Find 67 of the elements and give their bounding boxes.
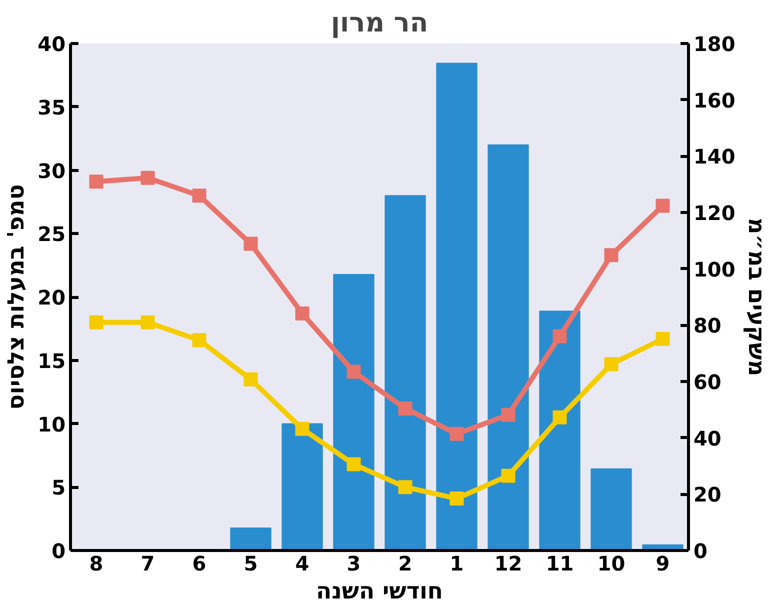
y2-tick-label: 100: [694, 257, 736, 282]
x-tick-label: 9: [656, 552, 670, 576]
point: [604, 357, 618, 372]
point: [450, 492, 464, 506]
bar: [539, 310, 580, 550]
y2-tick-label: 0: [694, 539, 708, 563]
point: [346, 364, 361, 379]
x-tick-label: 3: [346, 552, 361, 576]
chart-title: הר מרון: [330, 8, 428, 38]
y2-tick-label: 80: [694, 314, 722, 338]
y2-tick-label: 20: [694, 482, 722, 507]
point: [346, 457, 361, 472]
point: [192, 333, 206, 348]
point: [656, 332, 670, 346]
point: [501, 408, 516, 422]
y-tick-label: 25: [38, 222, 66, 246]
bar: [384, 195, 426, 550]
y-tick-label: 35: [38, 95, 66, 120]
x-tick-label: 2: [398, 552, 412, 576]
y-tick-label: 10: [38, 412, 66, 436]
y-tick-label: 0: [52, 539, 66, 563]
x-tick-label: 10: [597, 552, 626, 576]
point: [295, 422, 310, 436]
y2-axis-title: משקעים במ״מ: [743, 218, 770, 376]
point: [140, 170, 155, 185]
point: [244, 372, 258, 386]
bar: [333, 274, 374, 550]
point: [192, 188, 206, 203]
point: [140, 315, 155, 330]
y-tick-label: 40: [38, 32, 66, 56]
bar: [230, 527, 272, 550]
x-tick-label: 8: [89, 552, 104, 576]
point: [552, 329, 567, 344]
x-tick-label: 1: [450, 552, 464, 576]
x-tick-label: 11: [546, 552, 574, 576]
point: [398, 402, 412, 416]
point: [604, 248, 618, 262]
bar: [436, 62, 478, 550]
bar: [488, 144, 529, 550]
point: [450, 426, 464, 441]
y2-tick-label: 140: [694, 144, 736, 169]
y2-tick-label: 60: [694, 370, 722, 394]
y-tick-label: 20: [38, 286, 66, 310]
point: [552, 410, 567, 424]
point: [244, 236, 258, 251]
y-tick-label: 5: [52, 476, 66, 500]
point: [89, 315, 104, 330]
point: [89, 174, 104, 189]
x-tick-label: 4: [295, 552, 310, 576]
y2-tick-label: 180: [694, 32, 736, 56]
point: [398, 480, 412, 494]
bar: [282, 423, 323, 550]
point: [656, 198, 670, 213]
y2-tick-label: 160: [694, 88, 736, 112]
x-axis-title: חודשי השנה: [316, 578, 443, 604]
y-axis-title: טמפ' במעלות צלסיוס: [4, 184, 30, 410]
y-tick-label: 30: [38, 158, 66, 183]
bar: [590, 468, 632, 550]
point: [295, 306, 310, 320]
x-tick-label: 5: [244, 552, 258, 576]
x-tick-label: 12: [494, 552, 522, 576]
point: [501, 468, 516, 483]
x-tick-label: 7: [140, 552, 155, 576]
y2-tick-label: 40: [694, 426, 722, 450]
x-tick-label: 6: [192, 552, 206, 576]
y2-tick-label: 120: [694, 201, 736, 225]
y-tick-label: 15: [38, 348, 66, 373]
